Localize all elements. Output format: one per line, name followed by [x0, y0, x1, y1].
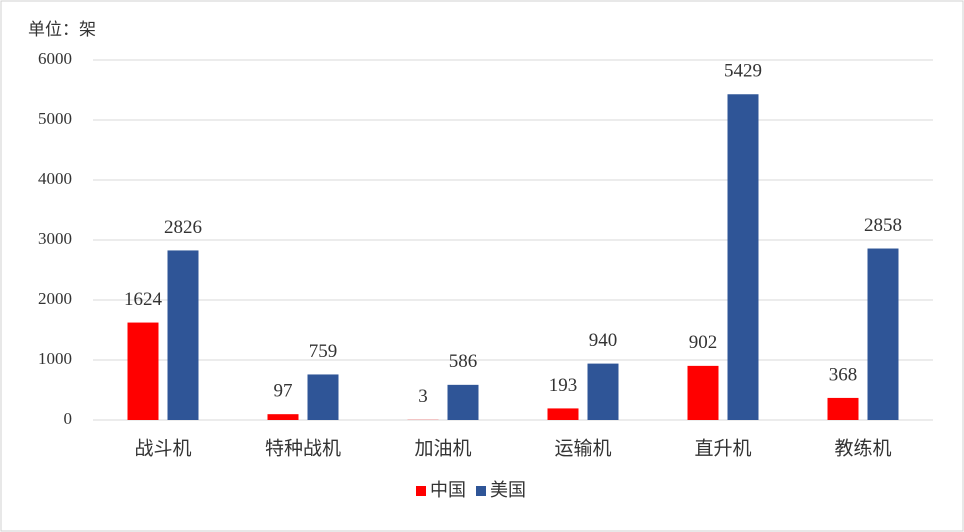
bar — [727, 94, 759, 420]
x-tick-label: 特种战机 — [265, 437, 341, 459]
legend-swatch — [416, 486, 426, 496]
bar — [587, 363, 619, 420]
data-label: 1624 — [124, 289, 163, 310]
bar — [307, 374, 339, 420]
bar — [547, 408, 579, 420]
bar — [687, 365, 719, 420]
data-label: 902 — [689, 332, 718, 353]
legend-swatch — [476, 486, 486, 496]
data-label: 3 — [418, 386, 428, 407]
data-label: 368 — [829, 364, 858, 385]
x-tick-label: 战斗机 — [134, 437, 191, 459]
data-label: 2858 — [864, 215, 902, 236]
bar — [867, 248, 899, 420]
x-tick-label: 加油机 — [414, 437, 471, 459]
y-axis-label: 单位：架 — [28, 20, 96, 39]
x-tick-label: 运输机 — [554, 437, 611, 459]
x-tick-label: 直升机 — [694, 437, 751, 459]
y-tick-label: 3000 — [38, 229, 72, 248]
bar — [127, 322, 159, 420]
legend-label: 中国 — [430, 480, 466, 500]
data-label: 97 — [274, 381, 293, 402]
y-tick-label: 6000 — [38, 49, 72, 68]
bar — [447, 384, 479, 420]
data-label: 586 — [449, 351, 478, 372]
data-label: 5429 — [724, 61, 762, 82]
y-tick-label: 2000 — [38, 289, 72, 308]
bar — [827, 397, 859, 420]
bar — [167, 250, 199, 420]
data-label: 759 — [309, 341, 338, 362]
y-tick-label: 1000 — [38, 349, 72, 368]
data-label: 2826 — [164, 217, 202, 238]
data-label: 940 — [589, 330, 618, 351]
y-tick-label: 0 — [64, 409, 73, 428]
x-tick-label: 教练机 — [834, 437, 891, 459]
bar — [267, 414, 299, 420]
y-tick-label: 5000 — [38, 109, 72, 128]
data-label: 193 — [549, 375, 578, 396]
y-tick-label: 4000 — [38, 169, 72, 188]
legend-label: 美国 — [490, 480, 526, 500]
